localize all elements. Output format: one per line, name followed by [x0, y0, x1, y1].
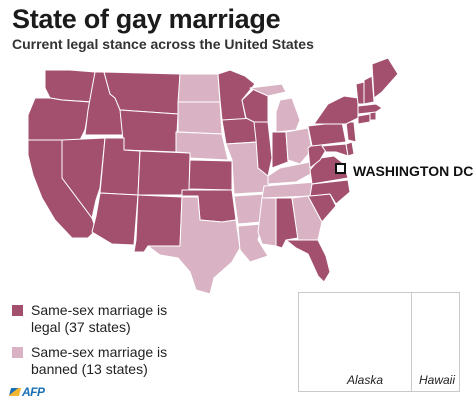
states-layer [27, 57, 399, 295]
legend-label-banned: Same-sex marriage is banned (13 states) [31, 344, 168, 377]
state-IN [271, 131, 289, 169]
dc-label: WASHINGTON DC [353, 163, 474, 179]
state-NH [363, 75, 375, 105]
state-NY [313, 95, 359, 125]
state-CT [357, 113, 371, 125]
legend-swatch-banned [12, 347, 23, 358]
state-NM [133, 194, 183, 253]
state-WY [119, 109, 179, 153]
state-MA [357, 103, 383, 115]
state-SD [177, 101, 223, 135]
inset-box: Alaska Hawaii [298, 292, 460, 392]
legend-swatch-legal [12, 305, 23, 316]
legend-item-banned: Same-sex marriage is banned (13 states) [12, 344, 181, 378]
state-OH [285, 127, 313, 165]
state-VT [355, 81, 365, 105]
inset-label-hawaii: Hawaii [419, 373, 456, 387]
source-label: AFP [22, 385, 45, 399]
state-TX [147, 196, 241, 295]
state-CO [137, 150, 191, 196]
state-NJ [345, 121, 357, 143]
state-FL [285, 239, 331, 283]
state-KS [188, 159, 233, 191]
state-MS [257, 197, 277, 247]
dc-marker [335, 163, 346, 174]
state-GA [291, 195, 323, 241]
state-MD [321, 143, 349, 157]
state-ND [177, 73, 221, 103]
state-AZ [91, 192, 139, 246]
source-logo: AFP [8, 385, 45, 399]
state-ME [371, 57, 399, 99]
state-WA [44, 69, 96, 103]
state-OR [27, 97, 91, 141]
map-subtitle: Current legal stance across the United S… [12, 36, 314, 52]
state-NC [309, 179, 351, 205]
afp-logo-icon [8, 388, 22, 396]
state-NE [175, 131, 229, 161]
legend-label-legal: Same-sex marriage is legal (37 states) [31, 302, 168, 335]
state-PA [307, 121, 347, 147]
legend: Same-sex marriage is legal (37 states) S… [12, 302, 181, 386]
inset-divider [411, 293, 412, 391]
legend-item-legal: Same-sex marriage is legal (37 states) [12, 302, 181, 336]
inset-label-alaska: Alaska [347, 373, 384, 387]
state-RI [369, 111, 377, 121]
map-title: State of gay marriage [12, 4, 281, 34]
state-IA [221, 117, 259, 145]
state-DE [345, 141, 355, 157]
